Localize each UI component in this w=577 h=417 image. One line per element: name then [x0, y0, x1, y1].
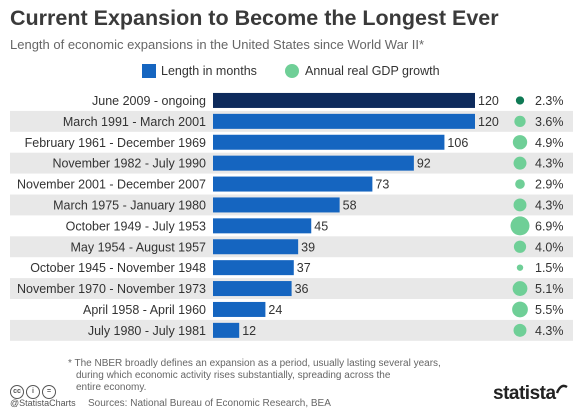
bar [213, 218, 312, 234]
gdp-value-label: 5.5% [535, 303, 564, 317]
footnote: * The NBER broadly defines an expansion … [68, 358, 441, 394]
license-icons: cc i = [10, 380, 58, 399]
gdp-value-label: 4.9% [535, 136, 564, 150]
bar-value-label: 92 [417, 157, 431, 171]
gdp-value-label: 4.0% [535, 240, 564, 254]
category-label: February 1961 - December 1969 [25, 136, 206, 150]
bar [213, 239, 299, 255]
gdp-dot [512, 301, 528, 318]
bar [213, 322, 240, 338]
bar-value-label: 73 [375, 178, 389, 192]
bar-value-label: 120 [478, 94, 499, 108]
footnote-line-3: entire economy. [76, 382, 147, 393]
legend-dot-swatch [285, 64, 299, 78]
bar [213, 113, 475, 129]
gdp-value-label: 2.9% [535, 178, 564, 192]
no-derivatives-icon: = [42, 385, 56, 399]
sources: Sources: National Bureau of Economic Res… [88, 398, 331, 409]
gdp-value-label: 6.9% [535, 219, 564, 233]
bar [213, 260, 294, 276]
bar-value-label: 24 [268, 303, 282, 317]
gdp-dot [515, 96, 525, 105]
gdp-value-label: 4.3% [535, 324, 564, 338]
bar-value-label: 12 [242, 324, 256, 338]
gdp-value-label: 5.1% [535, 282, 564, 296]
gdp-dot [513, 156, 527, 170]
category-label: June 2009 - ongoing [92, 94, 206, 108]
bar-value-label: 120 [478, 115, 499, 129]
gdp-dot [516, 264, 524, 271]
bar-value-label: 36 [295, 282, 309, 296]
bar [213, 176, 373, 192]
gdp-value-label: 4.3% [535, 157, 564, 171]
bar-value-label: 58 [343, 198, 357, 212]
category-label: March 1975 - January 1980 [53, 198, 206, 212]
footnote-line-1: * The NBER broadly defines an expansion … [68, 358, 441, 369]
bar [213, 301, 266, 317]
bar-value-label: 37 [297, 261, 311, 275]
bar-value-label: 106 [447, 136, 468, 150]
gdp-value-label: 2.3% [535, 94, 564, 108]
gdp-value-label: 4.3% [535, 198, 564, 212]
legend: Length in months Annual real GDP growth [0, 61, 577, 81]
gdp-dot [512, 135, 528, 150]
chart-subtitle: Length of economic expansions in the Uni… [10, 37, 425, 52]
cc-icon: cc [10, 385, 24, 399]
chart-title: Current Expansion to Become the Longest … [10, 6, 499, 30]
gdp-dot [513, 323, 527, 337]
category-label: March 1991 - March 2001 [63, 115, 206, 129]
twitter-handle[interactable]: @StatistaCharts [10, 398, 76, 408]
category-label: November 1982 - July 1990 [52, 157, 206, 171]
bar-value-label: 45 [314, 219, 328, 233]
bar [213, 281, 292, 297]
bar [213, 155, 414, 171]
gdp-dot [515, 179, 525, 189]
category-label: November 2001 - December 2007 [17, 178, 206, 192]
gdp-dot [513, 240, 527, 253]
gdp-dot [514, 115, 526, 127]
gdp-dot [513, 198, 527, 212]
gdp-value-label: 3.6% [535, 115, 564, 129]
gdp-dot [510, 216, 530, 236]
bar [213, 134, 445, 150]
bar-chart: June 2009 - ongoing 120 2.3% March 1991 - M… [10, 92, 573, 341]
legend-bar-label: Length in months [161, 64, 257, 78]
footnote-line-2: during which economic activity rises sub… [76, 370, 391, 381]
row-band [10, 319, 573, 341]
bar [213, 197, 340, 213]
statista-logo[interactable]: statista [493, 383, 556, 404]
legend-bar-swatch [142, 64, 156, 78]
bar [213, 92, 475, 108]
gdp-value-label: 1.5% [535, 261, 564, 275]
bar-value-label: 39 [301, 240, 315, 254]
category-label: April 1958 - April 1960 [83, 303, 206, 317]
category-label: October 1945 - November 1948 [30, 261, 206, 275]
gdp-dot [512, 281, 528, 296]
attribution-icon: i [26, 385, 40, 399]
legend-dot-label: Annual real GDP growth [305, 64, 440, 78]
statista-logo-icon [555, 384, 568, 394]
category-label: October 1949 - July 1953 [66, 219, 206, 233]
category-label: November 1970 - November 1973 [17, 282, 206, 296]
category-label: July 1980 - July 1981 [88, 324, 206, 338]
category-label: May 1954 - August 1957 [70, 240, 206, 254]
